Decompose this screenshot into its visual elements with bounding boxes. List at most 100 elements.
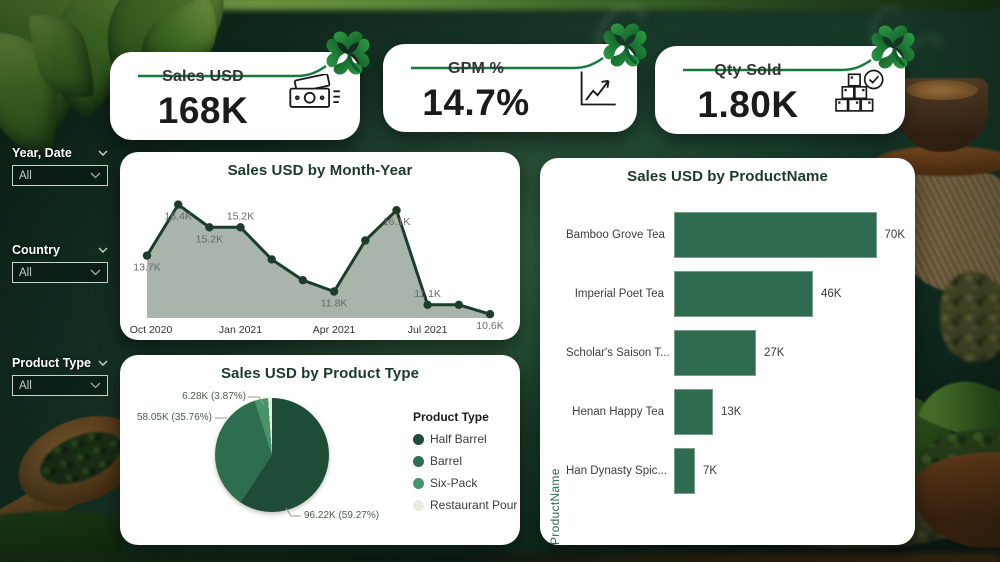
green-leaf-decoration (916, 367, 1000, 453)
kpi-card-gpm: GPM % 14.7% (383, 21, 649, 132)
bar-category-label: Han Dynasty Spic... (566, 465, 667, 477)
svg-text:15.2K: 15.2K (227, 210, 254, 222)
slicer-country: Country All (12, 243, 108, 283)
dropdown-value: All (19, 379, 32, 392)
bar-row: Imperial Poet Tea 46K (566, 271, 905, 317)
tea-leaf-decoration (0, 32, 61, 154)
area-line-chart[interactable]: 13.7K 16.4K 15.2K 15.2K 11.8K 16.1K 11.1K 10.6K… (124, 180, 516, 336)
pie-chart-panel: Sales USD by Product Type 6.28K (3.87%) … (120, 355, 520, 545)
callout-lines (215, 396, 301, 517)
wooden-scoop-decoration (0, 450, 119, 556)
bar-row: Henan Happy Tea 13K (566, 389, 905, 435)
pie-legend: Product Type Half Barrel Barrel Six-Pack Re… (413, 410, 517, 512)
y-axis-title: ProductName (548, 468, 562, 545)
legend-label: Restaurant Pour (430, 498, 518, 512)
svg-text:16.4K: 16.4K (164, 211, 191, 223)
bar-row: Scholar's Saison T... 27K (566, 330, 905, 376)
kpi-title: Qty Sold (714, 62, 782, 79)
trend-up-icon (580, 71, 616, 106)
boxes-check-icon (835, 69, 884, 112)
corner-leaf-decoration (0, 497, 129, 562)
bar[interactable] (674, 330, 756, 376)
svg-text:16.1K: 16.1K (383, 216, 410, 228)
line-chart-panel: Sales USD by Month-Year 13.7K 16.4K 15.2K 1… (120, 152, 520, 340)
bar-value-label: 13K (721, 406, 742, 418)
slicer-product-type: Product Type All (12, 356, 108, 396)
scattered-tea-leaves-decoration (940, 272, 1000, 362)
year-date-dropdown[interactable]: All (12, 165, 108, 186)
chart-title: Sales USD by ProductName (627, 168, 828, 185)
svg-text:Apr 2021: Apr 2021 (313, 324, 356, 336)
kpi-value: 1.80K (697, 84, 799, 125)
slicer-label: Country (12, 243, 60, 257)
pie-callout-barrel: 58.05K (35.76%) (136, 412, 212, 423)
tea-leaf-decoration (25, 5, 99, 107)
chevron-down-icon[interactable] (98, 360, 108, 366)
bar-value-label: 7K (703, 465, 718, 477)
bar-chart: Bamboo Grove Tea 70K Imperial Poet Tea 46K S… (566, 212, 905, 507)
background-top-foliage (0, 0, 1000, 10)
svg-text:10.6K: 10.6K (476, 320, 503, 332)
background-bottom-table (0, 553, 1000, 562)
bar[interactable] (674, 389, 713, 435)
dropdown-value: All (19, 169, 32, 182)
chevron-down-icon (90, 172, 101, 179)
legend-item-half-barrel[interactable]: Half Barrel (413, 432, 517, 446)
legend-item-restaurant-pour[interactable]: Restaurant Pour (413, 498, 517, 512)
bar-row: Bamboo Grove Tea 70K (566, 212, 905, 258)
bar[interactable] (674, 448, 695, 494)
legend-color-dot (413, 477, 424, 489)
bowl-leaves-decoration (918, 428, 1000, 494)
green-underline (683, 59, 872, 72)
svg-text:Jul 2021: Jul 2021 (408, 324, 448, 336)
legend-title: Product Type (413, 410, 489, 424)
bar-chart-panel: Sales USD by ProductName ProductName Bam… (540, 158, 915, 545)
bar-category-label: Imperial Poet Tea (574, 288, 664, 300)
wooden-bowl-decoration (912, 452, 1000, 548)
bar-value-label: 46K (821, 288, 842, 300)
bar[interactable] (674, 212, 877, 258)
legend-color-dot (413, 499, 424, 511)
svg-text:Jan 2021: Jan 2021 (219, 324, 262, 336)
kpi-card-qty-sold: Qty Sold 1.80K (655, 23, 917, 134)
svg-text:11.8K: 11.8K (321, 298, 348, 310)
legend-item-six-pack[interactable]: Six-Pack (413, 476, 517, 490)
bar-category-label: Scholar's Saison T... (566, 347, 670, 359)
svg-text:Oct 2020: Oct 2020 (130, 324, 173, 336)
tea-cup-decoration (896, 78, 988, 152)
bar-value-label: 70K (884, 229, 905, 241)
chevron-down-icon (90, 382, 101, 389)
country-dropdown[interactable]: All (12, 262, 108, 283)
bar-row: Han Dynasty Spic... 7K (566, 448, 905, 494)
chart-title: Sales USD by Product Type (220, 365, 420, 382)
pie-callout-six-pack: 6.28K (3.87%) (182, 391, 246, 402)
legend-label: Half Barrel (430, 432, 487, 446)
bar-category-label: Henan Happy Tea (572, 406, 664, 418)
bar-category-label: Bamboo Grove Tea (566, 229, 665, 241)
pie-chart[interactable] (215, 398, 329, 512)
legend-item-barrel[interactable]: Barrel (413, 454, 517, 468)
legend-color-dot (413, 433, 424, 445)
tea-leaf-decoration (0, 0, 116, 137)
bar[interactable] (674, 271, 813, 317)
money-icon (289, 74, 340, 108)
chart-title: Sales USD by Month-Year (227, 162, 413, 179)
chevron-down-icon (90, 269, 101, 276)
chevron-down-icon[interactable] (98, 150, 108, 156)
legend-label: Barrel (430, 454, 463, 468)
scoop-tea-decoration (32, 421, 130, 495)
svg-text:13.7K: 13.7K (133, 262, 160, 274)
chevron-down-icon[interactable] (98, 247, 108, 253)
kpi-title: Sales USD (162, 68, 244, 85)
legend-color-dot (413, 455, 424, 467)
bar-value-label: 27K (764, 347, 785, 359)
slicer-label: Product Type (12, 356, 91, 370)
product-type-dropdown[interactable]: All (12, 375, 108, 396)
svg-text:11.1K: 11.1K (414, 288, 441, 300)
slicer-year-date: Year, Date All (12, 146, 108, 186)
green-underline (411, 57, 604, 70)
green-underline (138, 65, 327, 78)
kpi-value: 168K (157, 90, 249, 131)
legend-label: Six-Pack (430, 476, 478, 490)
